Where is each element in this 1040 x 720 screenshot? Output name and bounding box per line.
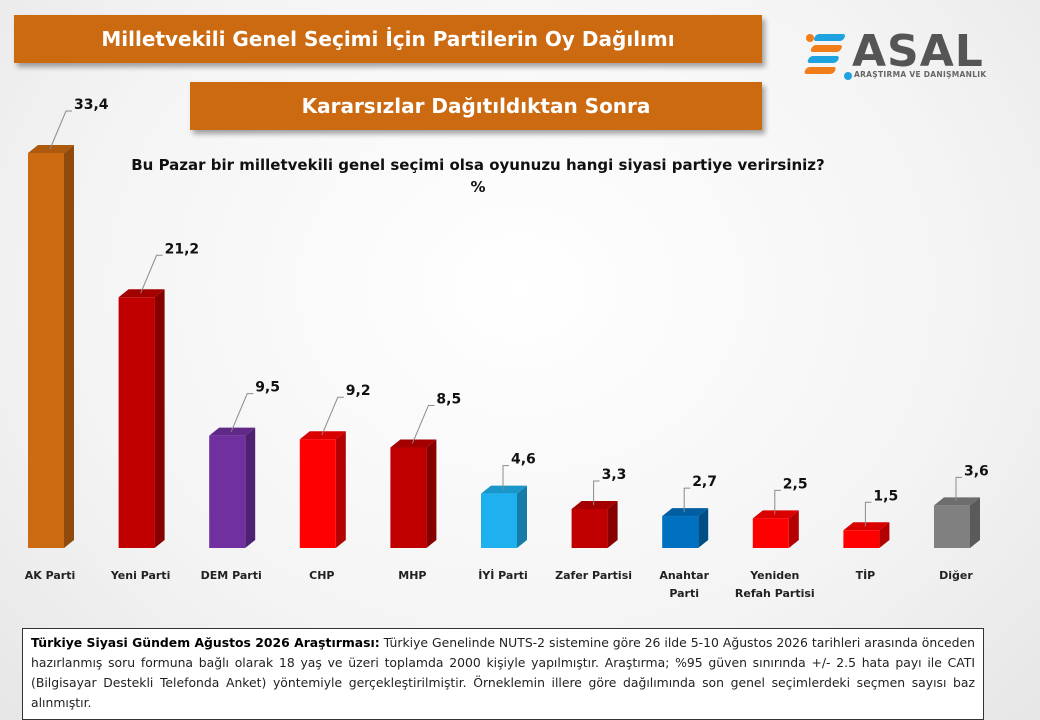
bar-8-top: [662, 508, 709, 517]
asal-logo: ASAL ARAŞTIRMA VE DANIŞMANLIK: [800, 28, 990, 84]
category-label-8-line-1: Anahtar: [659, 569, 709, 582]
bar-8-value-label: 2,7: [692, 474, 717, 490]
bar-11-top: [934, 497, 980, 506]
bar-6-side: [517, 485, 527, 548]
bar-1-leader-line: [49, 110, 72, 150]
bar-10-top: [843, 522, 890, 531]
bar-3-side: [245, 427, 256, 548]
category-label-1: AK Parti: [25, 569, 76, 582]
bar-8: [662, 516, 699, 548]
bar-9-side: [788, 510, 799, 548]
bar-4-side: [335, 431, 346, 548]
bar-6-leader-line: [502, 465, 509, 490]
category-label-8-line-2: Parti: [669, 587, 699, 600]
bar-8-leader-line: [683, 487, 691, 513]
methodology-note: Türkiye Siyasi Gündem Ağustos 2026 Araşt…: [22, 628, 984, 720]
bar-9: [752, 518, 789, 548]
bar-2-value-label: 21,2: [165, 241, 200, 257]
bar-5-side: [426, 439, 437, 548]
bar-4-value-label: 9,2: [346, 383, 371, 399]
bar-5-top: [390, 439, 437, 448]
bar-9-top: [752, 510, 799, 519]
category-label-7: Zafer Partisi: [555, 569, 632, 582]
category-label-10: TİP: [856, 568, 876, 582]
bar-2: [118, 297, 155, 548]
bar-3-value-label: 9,5: [255, 380, 280, 396]
bar-7-top: [571, 500, 618, 509]
bar-11: [934, 505, 970, 548]
title-banner: Milletvekili Genel Seçimi İçin Partileri…: [14, 15, 762, 63]
logo-tagline: ARAŞTIRMA VE DANIŞMANLIK: [854, 70, 987, 79]
bar-10-side: [879, 522, 890, 548]
bar-11-value-label: 3,6: [964, 463, 989, 479]
bar-8-side: [698, 508, 709, 548]
page-subtitle: Kararsızlar Dağıtıldıktan Sonra: [301, 94, 651, 118]
bar-10-leader-line: [864, 501, 872, 527]
category-label-2: Yeni Parti: [110, 569, 171, 582]
category-label-5: MHP: [398, 569, 426, 582]
category-label-11: Diğer: [939, 569, 973, 582]
chart-question: Bu Pazar bir milletvekili genel seçimi o…: [100, 154, 856, 198]
bar-7-leader-line: [593, 480, 600, 505]
bar-3-leader-line: [230, 393, 254, 432]
bar-4: [299, 439, 336, 548]
bar-6: [481, 493, 517, 548]
bar-10: [843, 530, 880, 548]
bar-2-top: [118, 289, 165, 298]
bar-3-top: [209, 427, 256, 436]
category-label-3: DEM Parti: [201, 569, 262, 582]
bar-2-side: [154, 289, 165, 548]
bar-1: [28, 153, 64, 548]
bar-10-value-label: 1,5: [873, 488, 898, 504]
bar-4-leader-line: [321, 396, 344, 436]
bar-3: [209, 435, 246, 548]
logo-wordmark: ASAL: [852, 26, 984, 77]
bar-6-value-label: 4,6: [511, 452, 536, 468]
bar-5: [390, 447, 427, 548]
bar-1-side: [64, 145, 74, 548]
bar-4-top: [299, 431, 346, 440]
note-text: Türkiye Genelinde NUTS-2 sistemine göre …: [31, 635, 975, 710]
note-heading: Türkiye Siyasi Gündem Ağustos 2026 Araşt…: [31, 635, 380, 650]
bar-7-value-label: 3,3: [602, 467, 627, 483]
bar-chart: 33,4 AK Parti 21,2 Yeni Parti 9,5 DEM Parti 9,…: [25, 97, 989, 600]
category-label-4: CHP: [309, 569, 334, 582]
bar-11-leader-line: [955, 476, 962, 502]
bar-9-value-label: 2,5: [783, 476, 808, 492]
bar-7-side: [607, 500, 618, 548]
category-label-9-line-2: Refah Partisi: [735, 587, 815, 600]
chart-unit: %: [470, 178, 486, 196]
bar-7: [571, 508, 608, 548]
bar-5-value-label: 8,5: [436, 391, 461, 407]
category-label-9-line-1: Yeniden: [749, 569, 799, 582]
chart-title: Bu Pazar bir milletvekili genel seçimi o…: [131, 156, 825, 174]
bar-2-leader-line: [140, 254, 163, 294]
category-label-6: İYİ Parti: [478, 568, 528, 582]
bar-1-top: [28, 145, 74, 153]
subtitle-banner: Kararsızlar Dağıtıldıktan Sonra: [190, 82, 762, 130]
bar-5-leader-line: [411, 404, 435, 444]
asal-logo-mark-icon: [804, 34, 852, 80]
page-title: Milletvekili Genel Seçimi İçin Partileri…: [101, 27, 675, 51]
bar-1-value-label: 33,4: [74, 97, 109, 113]
bar-11-side: [970, 497, 980, 548]
bar-9-leader-line: [774, 489, 781, 515]
bar-6-top: [481, 485, 527, 494]
